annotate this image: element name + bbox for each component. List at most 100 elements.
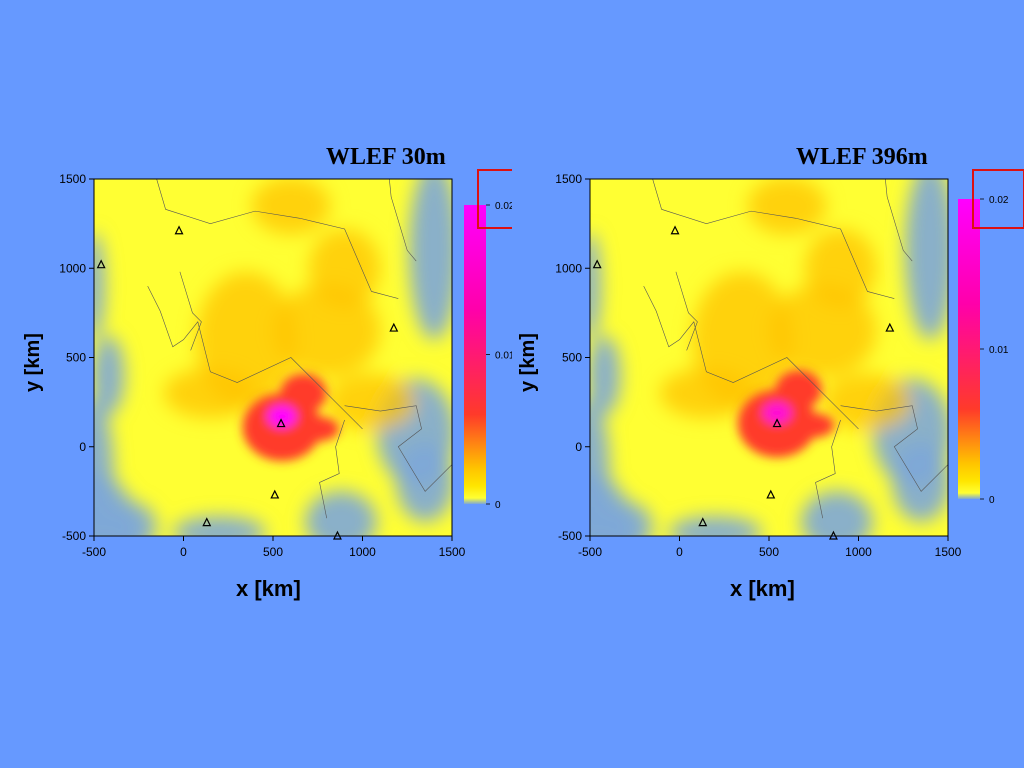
y-tick-label: 1000 — [59, 261, 86, 275]
field-layers — [590, 179, 948, 536]
colorbar-tick-label: 0 — [495, 500, 501, 511]
x-tick-label: -500 — [82, 545, 106, 559]
chart-panel-right: WLEF 396m y [km] x [km] -500 0 500 1000 1500… — [512, 0, 1024, 768]
x-tick-label: 1500 — [439, 545, 466, 559]
station-marker — [332, 530, 342, 540]
x-tick-label: 1500 — [935, 545, 962, 559]
station-marker — [592, 259, 602, 269]
mid-region — [804, 228, 877, 308]
mid-region — [822, 373, 913, 431]
colorbar-tick-label: 0 — [989, 495, 995, 506]
y-tick-label: 0 — [575, 440, 582, 454]
outline-path — [179, 271, 202, 351]
x-tick-label: 1000 — [845, 545, 872, 559]
colorbar-tick-label: 0.02 — [495, 201, 512, 212]
outline-path — [840, 405, 948, 492]
hotspot-red-arm — [296, 416, 340, 442]
y-tick-label: 1000 — [555, 261, 582, 275]
mid-region — [769, 284, 877, 378]
outline-path — [344, 405, 452, 492]
low-region — [905, 179, 948, 340]
map-outlines — [147, 179, 452, 519]
mid-region — [163, 368, 257, 419]
chart-title: WLEF 30m — [326, 144, 446, 170]
hotspot-red-arm — [775, 369, 822, 410]
x-tick-label: 0 — [676, 545, 683, 559]
low-region — [590, 232, 601, 340]
low-region — [94, 336, 125, 415]
low-region — [172, 516, 266, 536]
x-axis-label: x [km] — [236, 576, 301, 601]
colorbar — [464, 205, 486, 504]
y-tick-label: -500 — [62, 529, 86, 543]
mid-region — [747, 179, 827, 235]
outline-path — [147, 285, 363, 430]
low-region — [409, 179, 452, 340]
station-marker — [202, 517, 212, 527]
x-tick-label: 500 — [263, 545, 283, 559]
heatmap-field — [94, 179, 452, 536]
y-tick-label: 1500 — [59, 172, 86, 186]
low-region — [801, 491, 873, 536]
mid-region — [273, 284, 381, 378]
low-region — [668, 516, 762, 536]
hotspot-red-arm — [280, 373, 327, 413]
mid-region — [659, 368, 753, 419]
station-marker — [96, 259, 106, 269]
station-marker — [389, 322, 399, 332]
heatmap-plot: -500 0 500 1000 1500 -500 0 500 1000 1500 0 0.01 0.0… — [555, 169, 1024, 559]
heatmap-plot: -500 0 500 1000 1500 -500 0 500 1000 1500 0 0.01 0.0… — [59, 169, 512, 559]
y-tick-label: 500 — [562, 351, 582, 365]
mid-region — [251, 179, 331, 235]
low-region — [892, 443, 948, 522]
station-marker — [174, 225, 184, 235]
low-region — [396, 443, 452, 522]
colorbar — [958, 199, 980, 499]
outline-path — [389, 179, 417, 262]
station-marker — [670, 225, 680, 235]
colorbar-tick-label: 0.01 — [495, 351, 512, 362]
hotspot-peak — [267, 405, 297, 428]
x-tick-label: 500 — [759, 545, 779, 559]
station-marker — [885, 322, 895, 332]
station-marker — [828, 530, 838, 540]
outline-path — [652, 179, 895, 299]
station-marker — [698, 517, 708, 527]
outline-path — [319, 419, 345, 519]
colorbar-tick-label: 0.02 — [989, 195, 1009, 206]
heatmap-field — [590, 179, 948, 536]
outline-path — [643, 285, 859, 430]
low-region — [590, 336, 621, 415]
x-axis-label: x [km] — [730, 576, 795, 601]
x-tick-label: 0 — [180, 545, 187, 559]
chart-title: WLEF 396m — [796, 144, 928, 170]
map-outlines — [643, 179, 948, 519]
x-tick-label: -500 — [578, 545, 602, 559]
station-marker — [276, 418, 286, 428]
mid-region — [308, 228, 381, 308]
station-marker — [766, 489, 776, 499]
highlight-box — [477, 169, 512, 229]
low-region — [94, 232, 105, 340]
low-region — [102, 502, 157, 536]
y-tick-label: -500 — [558, 529, 582, 543]
y-tick-label: 500 — [66, 351, 86, 365]
outline-path — [815, 419, 841, 519]
station-marker — [270, 489, 280, 499]
outline-path — [156, 179, 399, 299]
station-marker — [772, 418, 782, 428]
low-region — [598, 502, 653, 536]
field-layers — [94, 179, 452, 536]
colorbar-tick-label: 0.01 — [989, 345, 1009, 356]
outline-path — [675, 271, 698, 351]
low-region — [590, 398, 610, 536]
y-tick-label: 0 — [79, 440, 86, 454]
hotspot-red-arm — [791, 412, 835, 438]
low-region — [305, 491, 377, 536]
x-tick-label: 1000 — [349, 545, 376, 559]
hotspot-peak — [762, 402, 792, 424]
highlight-box — [972, 169, 1024, 229]
hotspot-field — [737, 369, 835, 458]
low-region — [94, 398, 114, 536]
outline-path — [885, 179, 913, 262]
